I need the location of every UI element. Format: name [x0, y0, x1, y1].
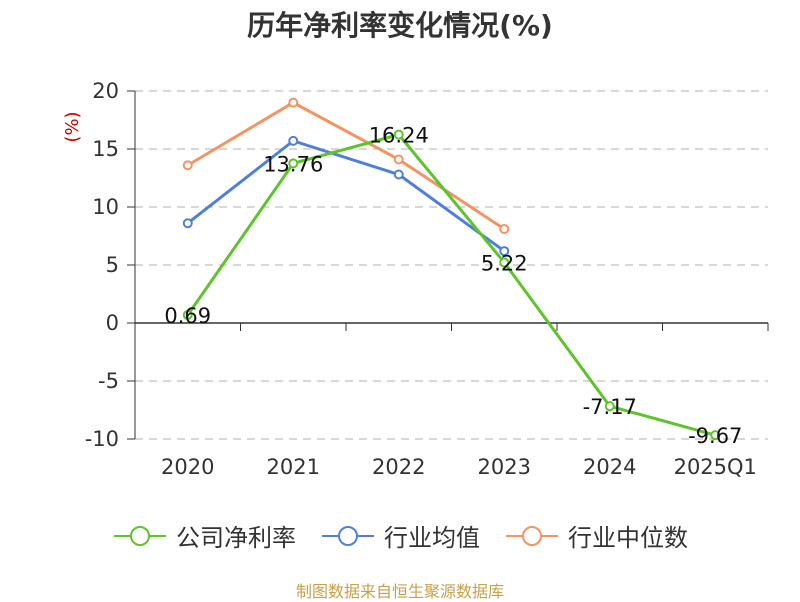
series-line [186, 139, 506, 253]
x-tick-label: 2025Q1 [674, 455, 757, 479]
x-tick-label: 2021 [267, 455, 320, 479]
series-line [186, 133, 716, 437]
data-point [499, 257, 510, 268]
data-label: -7.17 [583, 395, 637, 419]
data-point [182, 309, 193, 320]
legend-label: 公司净利率 [176, 524, 296, 552]
data-label: 5.22 [481, 251, 528, 275]
data-label-layer: 0.69 13.76 16.24 5.22 -7.17 -9.67 [164, 124, 742, 449]
chart-title: 历年净利率变化情况(%) [247, 9, 553, 42]
source-note: 制图数据来自恒生聚源数据库 [295, 582, 504, 601]
y-tick-label: 0 [106, 311, 119, 335]
legend-item[interactable]: 公司净利率 [112, 518, 296, 553]
x-tick-label: 2023 [478, 455, 531, 479]
data-point [499, 224, 510, 235]
legend-item[interactable]: 行业均值 [320, 518, 480, 553]
data-point [182, 218, 193, 229]
legend-marker-icon [114, 525, 166, 546]
y-tick-label: 5 [106, 253, 119, 277]
legend-label: 行业均值 [384, 524, 480, 552]
series-line [186, 101, 506, 231]
x-tick-label: 2024 [583, 455, 636, 479]
data-label: 13.76 [263, 152, 323, 176]
x-tick-label: 2020 [161, 455, 214, 479]
data-point [182, 160, 193, 171]
y-tick-label: 10 [92, 195, 119, 219]
legend-marker-icon [322, 525, 374, 546]
grid-layer [135, 90, 768, 440]
data-label: -9.67 [688, 424, 742, 448]
y-tick-label: 15 [92, 137, 119, 161]
y-tick-label: 20 [92, 79, 119, 103]
legend-marker-icon [506, 525, 558, 546]
data-point [393, 169, 404, 180]
series-layer [182, 97, 721, 441]
legend-label: 行业中位数 [568, 524, 688, 552]
data-label: 0.69 [164, 304, 211, 328]
data-label: 16.24 [369, 124, 429, 148]
data-point [288, 97, 299, 108]
axis-layer: 20 15 10 5 0 -5 -10 (%) 2020 2021 2022 2023 2024 2025… [62, 79, 769, 479]
data-point [499, 246, 510, 257]
legend-item[interactable]: 行业中位数 [504, 518, 688, 553]
x-tick-label: 2022 [372, 455, 425, 479]
legend: 公司净利率 行业均值 行业中位数 [0, 518, 800, 553]
data-point [288, 135, 299, 146]
data-point [604, 401, 615, 412]
data-point [393, 129, 404, 140]
y-tick-label: -5 [98, 369, 119, 393]
y-axis-label: (%) [62, 111, 83, 142]
data-point [288, 158, 299, 169]
y-tick-label: -10 [85, 427, 119, 451]
data-point [710, 430, 721, 441]
data-point [393, 154, 404, 165]
